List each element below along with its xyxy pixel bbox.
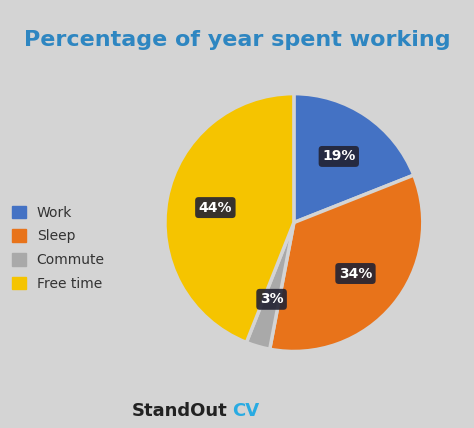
- Wedge shape: [270, 175, 423, 351]
- Text: StandOut: StandOut: [132, 402, 228, 420]
- Legend: Work, Sleep, Commute, Free time: Work, Sleep, Commute, Free time: [12, 206, 105, 291]
- Wedge shape: [165, 94, 294, 342]
- Wedge shape: [246, 223, 294, 349]
- Text: 19%: 19%: [322, 149, 356, 163]
- Text: CV: CV: [232, 402, 259, 420]
- Text: Percentage of year spent working: Percentage of year spent working: [24, 30, 450, 50]
- Text: 3%: 3%: [260, 292, 283, 306]
- Wedge shape: [294, 94, 414, 223]
- Text: 34%: 34%: [339, 267, 372, 280]
- Text: 44%: 44%: [199, 201, 232, 214]
